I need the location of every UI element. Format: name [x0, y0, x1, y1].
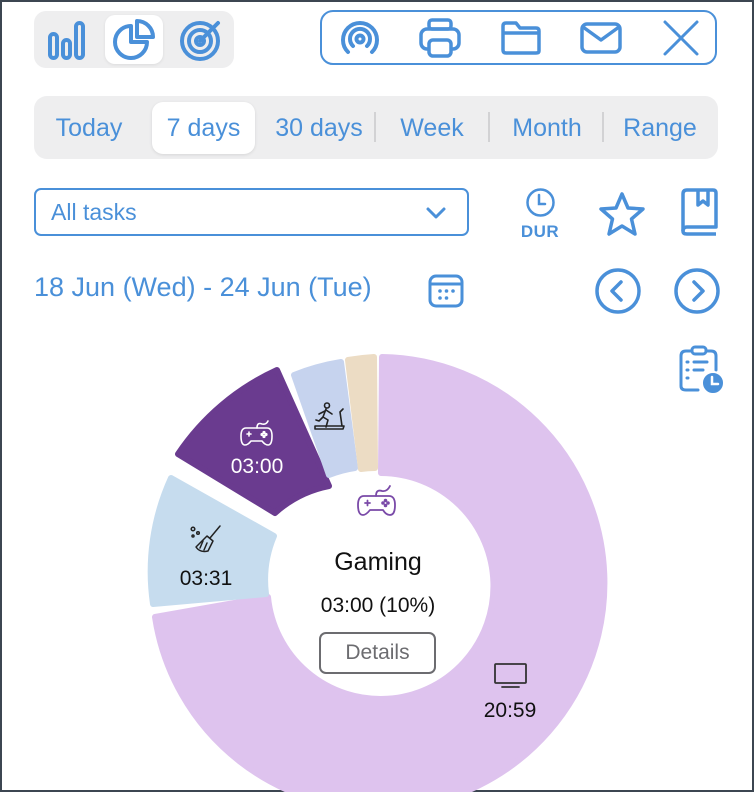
slice-gaming-value: 03:00 — [230, 455, 284, 478]
clipboard-clock-icon — [679, 345, 725, 395]
airdrop-button[interactable] — [335, 18, 385, 58]
star-icon — [599, 192, 645, 236]
tab-divider — [374, 112, 376, 142]
slice-cleaning-value: 03:31 — [179, 567, 233, 590]
bar-chart-view-button[interactable] — [38, 15, 96, 64]
calendar-icon — [428, 274, 464, 308]
calendar-button[interactable] — [426, 271, 466, 311]
book-bookmark-icon — [681, 188, 718, 236]
bar-chart-icon — [48, 20, 85, 60]
tab-divider — [488, 112, 490, 142]
airdrop-icon — [341, 20, 379, 54]
chevron-left-circle-icon — [595, 268, 641, 314]
broom-icon — [190, 525, 221, 553]
tab-today[interactable]: Today — [55, 113, 123, 142]
printer-icon — [419, 18, 461, 58]
tv-icon — [494, 663, 527, 688]
duration-label: DUR — [520, 222, 560, 241]
target-icon — [180, 20, 220, 61]
task-filter-dropdown[interactable]: All tasks — [34, 188, 469, 236]
date-range-label: 18 Jun (Wed) - 24 Jun (Tue) — [34, 272, 372, 302]
task-log-button[interactable] — [676, 344, 726, 396]
envelope-icon — [580, 22, 622, 54]
sort-by-duration-button[interactable]: DUR — [510, 186, 570, 246]
chevron-down-icon — [426, 207, 446, 219]
action-toolbar — [320, 10, 717, 65]
tab-7-days[interactable]: 7 days — [152, 102, 255, 154]
next-period-button[interactable] — [673, 267, 721, 315]
task-filter-value: All tasks — [51, 198, 137, 225]
tab-30-days[interactable]: 30 days — [275, 113, 363, 142]
slice-tv-value: 20:59 — [483, 699, 537, 722]
view-switcher — [34, 11, 234, 68]
tab-month[interactable]: Month — [512, 113, 582, 142]
folder-icon — [501, 21, 541, 55]
previous-period-button[interactable] — [594, 267, 642, 315]
close-button[interactable] — [656, 18, 706, 58]
selected-slice-title: Gaming — [334, 548, 422, 576]
date-range-tabs: Today 7 days 30 days Week Month Range — [34, 96, 718, 159]
selected-gamepad-icon — [357, 485, 396, 516]
pie-chart-view-button[interactable] — [105, 15, 163, 64]
tab-range[interactable]: Range — [623, 113, 697, 142]
gamepad-icon — [240, 420, 273, 446]
tab-week[interactable]: Week — [400, 113, 464, 142]
details-button[interactable]: Details — [319, 632, 436, 674]
pie-chart-icon — [113, 18, 155, 60]
slice-other[interactable] — [345, 354, 378, 472]
favorite-button[interactable] — [596, 190, 648, 238]
slice-tv[interactable] — [152, 354, 608, 792]
mail-button[interactable] — [576, 18, 626, 58]
folder-button[interactable] — [496, 18, 546, 58]
tab-divider — [602, 112, 604, 142]
chevron-right-circle-icon — [674, 268, 720, 314]
print-button[interactable] — [415, 18, 465, 58]
journal-button[interactable] — [676, 186, 722, 238]
clock-icon — [526, 188, 555, 217]
goals-view-button[interactable] — [172, 15, 230, 64]
close-icon — [663, 20, 699, 56]
selected-slice-value: 03:00 (10%) — [320, 594, 436, 617]
treadmill-icon — [314, 402, 345, 430]
